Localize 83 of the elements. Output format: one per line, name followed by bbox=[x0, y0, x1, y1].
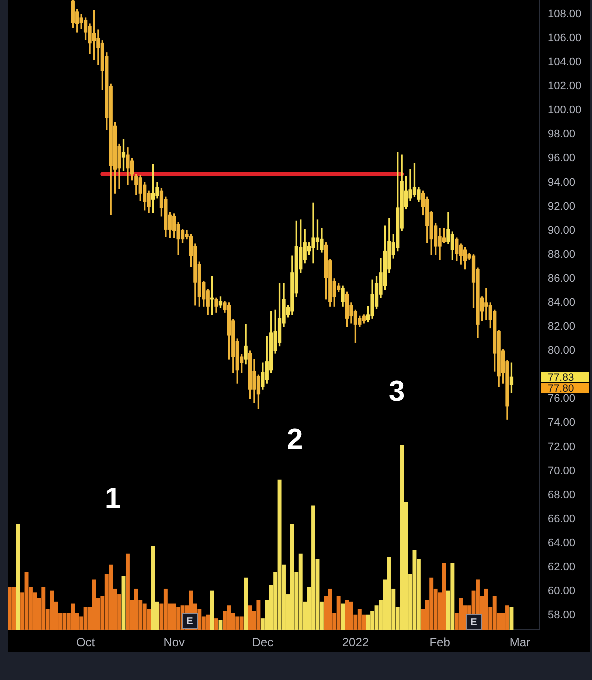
bar bbox=[328, 588, 332, 630]
x-tick-label: Mar bbox=[510, 636, 530, 650]
y-tick-label: 60.00 bbox=[548, 586, 576, 598]
bar bbox=[210, 590, 214, 630]
bar bbox=[349, 602, 354, 630]
bar bbox=[240, 616, 244, 630]
y-tick-label: 82.00 bbox=[548, 321, 576, 334]
y-tick-label: 72.00 bbox=[548, 441, 576, 454]
y-tick-label: 70.00 bbox=[548, 465, 576, 478]
y-tick-label: 88.00 bbox=[548, 248, 576, 261]
bar bbox=[151, 546, 156, 630]
bar bbox=[430, 578, 434, 630]
bar bbox=[50, 590, 54, 630]
y-tick-label: 68.00 bbox=[548, 489, 576, 502]
bar bbox=[12, 587, 16, 630]
y-tick-label: 108.00 bbox=[548, 8, 582, 20]
annotation: 1 bbox=[104, 483, 122, 515]
bar bbox=[84, 607, 88, 630]
annotation: 2 bbox=[286, 424, 304, 456]
y-tick-label: 62.00 bbox=[548, 562, 576, 574]
bar bbox=[341, 604, 346, 630]
y-tick-label: 104.00 bbox=[548, 56, 582, 69]
x-tick-label: 2022 bbox=[342, 636, 370, 650]
bar bbox=[298, 554, 303, 630]
bar bbox=[450, 563, 455, 630]
bar bbox=[256, 600, 261, 630]
bar bbox=[278, 480, 282, 630]
x-tick-label: Feb bbox=[430, 636, 451, 650]
y-tick-label: 106.00 bbox=[548, 32, 582, 45]
x-tick-label: Nov bbox=[164, 636, 186, 650]
bar bbox=[358, 609, 362, 630]
annotation: 3 bbox=[388, 376, 406, 408]
bar bbox=[227, 606, 232, 630]
bar bbox=[412, 550, 417, 630]
y-tick-label: 94.00 bbox=[548, 176, 576, 189]
y-tick-label: 86.00 bbox=[548, 272, 576, 285]
text: 77.83 bbox=[548, 372, 574, 384]
bar bbox=[42, 587, 46, 630]
y-tick-label: 66.00 bbox=[548, 513, 576, 526]
y-tick-label: 90.00 bbox=[548, 224, 576, 237]
y-tick-label: 98.00 bbox=[548, 128, 576, 141]
bar bbox=[71, 604, 76, 630]
y-tick-label: 76.00 bbox=[548, 393, 576, 406]
bar bbox=[109, 564, 114, 630]
annotation: E bbox=[470, 617, 478, 628]
bar bbox=[206, 614, 210, 630]
y-tick-label: 74.00 bbox=[548, 417, 576, 430]
bar bbox=[336, 596, 341, 630]
text: 77.80 bbox=[548, 382, 574, 395]
y-tick-label: 96.00 bbox=[548, 152, 576, 165]
bar bbox=[126, 554, 130, 630]
bar bbox=[16, 524, 20, 630]
bar bbox=[62, 613, 67, 630]
bar bbox=[8, 587, 12, 630]
bar bbox=[400, 445, 404, 630]
bar bbox=[164, 588, 168, 630]
candlestick bbox=[312, 202, 316, 264]
x-tick-label: Oct bbox=[76, 636, 96, 650]
annotation: E bbox=[186, 616, 194, 628]
y-tick-label: 102.00 bbox=[548, 80, 582, 93]
y-tick-label: 58.00 bbox=[548, 610, 576, 622]
bar bbox=[510, 607, 514, 630]
bar bbox=[484, 588, 488, 630]
bar bbox=[244, 578, 248, 630]
bar bbox=[506, 606, 510, 630]
bar bbox=[290, 524, 294, 630]
bar bbox=[134, 588, 138, 630]
y-tick-label: 92.00 bbox=[548, 200, 576, 213]
bar bbox=[459, 598, 464, 630]
bar bbox=[492, 596, 497, 630]
bar bbox=[214, 618, 219, 630]
bar bbox=[366, 614, 370, 630]
bar bbox=[172, 604, 176, 630]
bar bbox=[312, 506, 316, 630]
bar bbox=[142, 604, 147, 630]
x-tick-label: Dec bbox=[252, 636, 274, 650]
y-tick-label: 64.00 bbox=[548, 537, 576, 550]
bar bbox=[236, 616, 240, 630]
y-tick-label: 100.00 bbox=[548, 104, 582, 117]
bar bbox=[387, 558, 392, 630]
bar bbox=[176, 607, 181, 630]
y-tick-label: 84.00 bbox=[548, 297, 576, 310]
y-tick-label: 80.00 bbox=[548, 345, 576, 358]
